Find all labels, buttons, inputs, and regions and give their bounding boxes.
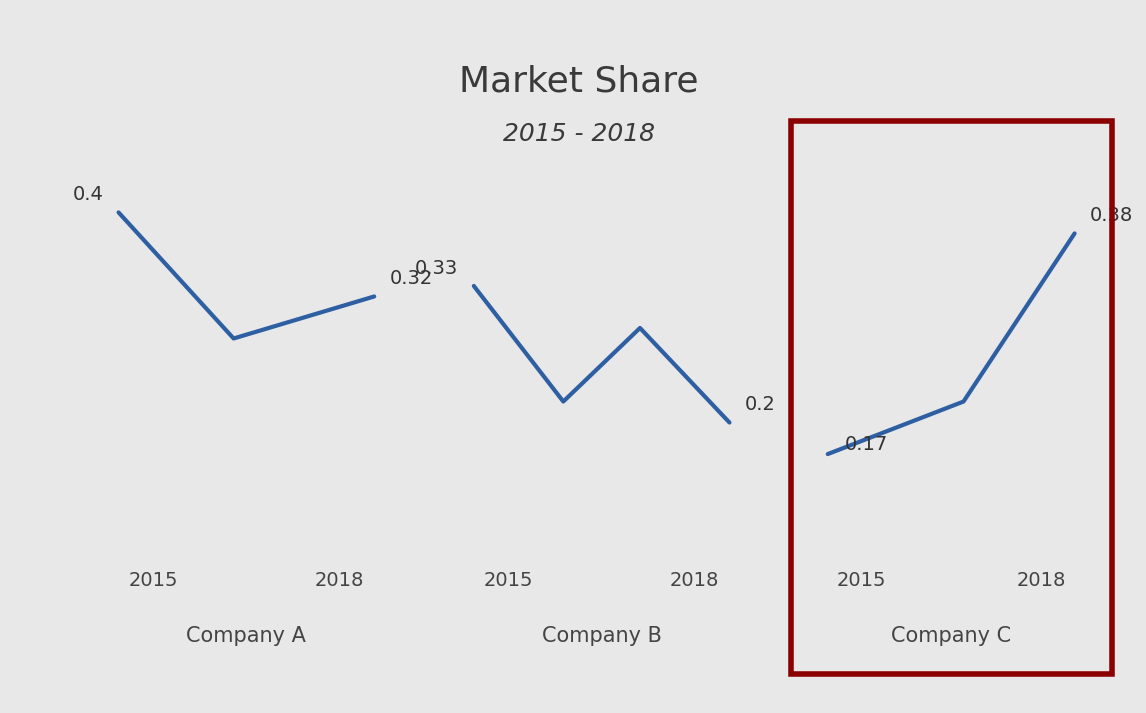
Text: 0.33: 0.33	[415, 259, 458, 277]
Text: 2015 - 2018: 2015 - 2018	[503, 122, 654, 146]
Text: 2015: 2015	[484, 571, 533, 590]
Text: 2015: 2015	[128, 571, 178, 590]
Text: 2018: 2018	[315, 571, 364, 590]
Text: Company B: Company B	[542, 625, 661, 645]
Text: Company C: Company C	[892, 625, 1011, 645]
Text: 0.2: 0.2	[745, 395, 776, 414]
Text: 2018: 2018	[670, 571, 720, 590]
Text: 0.32: 0.32	[390, 269, 433, 288]
Text: 0.4: 0.4	[72, 185, 103, 204]
Text: 0.17: 0.17	[845, 435, 888, 454]
Text: 0.38: 0.38	[1090, 206, 1132, 225]
Text: 2015: 2015	[837, 571, 886, 590]
Text: 2018: 2018	[1017, 571, 1066, 590]
Text: Market Share: Market Share	[460, 64, 698, 98]
Text: Company A: Company A	[187, 625, 306, 645]
